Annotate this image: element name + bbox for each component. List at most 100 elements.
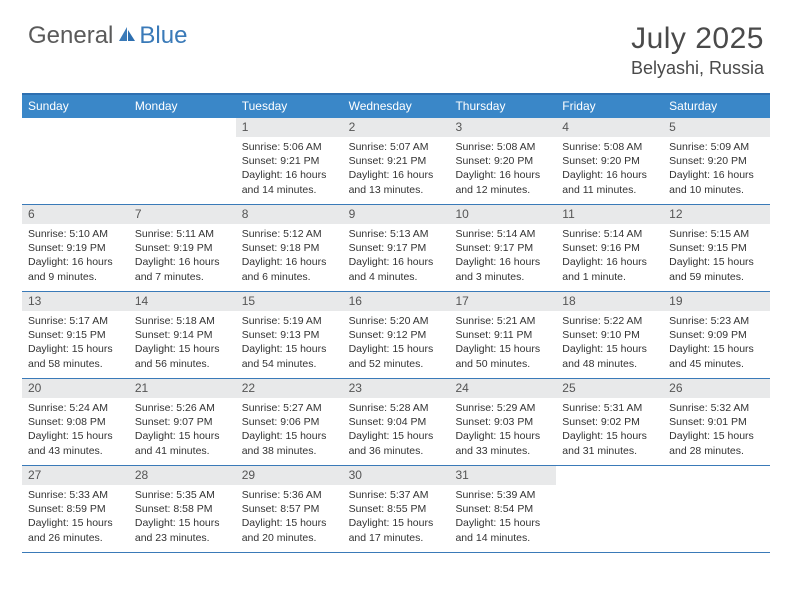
sunrise-text: Sunrise: 5:37 AM <box>349 488 444 502</box>
calendar-cell: 18Sunrise: 5:22 AMSunset: 9:10 PMDayligh… <box>556 292 663 378</box>
daylight-text: Daylight: 16 hours and 14 minutes. <box>242 168 337 196</box>
sunset-text: Sunset: 9:19 PM <box>28 241 123 255</box>
daylight-text: Daylight: 15 hours and 31 minutes. <box>562 429 657 457</box>
sunrise-text: Sunrise: 5:27 AM <box>242 401 337 415</box>
day-details: Sunrise: 5:14 AMSunset: 9:17 PMDaylight:… <box>449 224 556 288</box>
sunset-text: Sunset: 9:02 PM <box>562 415 657 429</box>
calendar-cell: 9Sunrise: 5:13 AMSunset: 9:17 PMDaylight… <box>343 205 450 291</box>
sunset-text: Sunset: 9:21 PM <box>349 154 444 168</box>
dayheader-tuesday: Tuesday <box>236 95 343 118</box>
day-details: Sunrise: 5:12 AMSunset: 9:18 PMDaylight:… <box>236 224 343 288</box>
day-details: Sunrise: 5:20 AMSunset: 9:12 PMDaylight:… <box>343 311 450 375</box>
day-number: 4 <box>556 118 663 137</box>
day-details: Sunrise: 5:28 AMSunset: 9:04 PMDaylight:… <box>343 398 450 462</box>
daylight-text: Daylight: 15 hours and 48 minutes. <box>562 342 657 370</box>
day-details: Sunrise: 5:22 AMSunset: 9:10 PMDaylight:… <box>556 311 663 375</box>
day-number: 3 <box>449 118 556 137</box>
daylight-text: Daylight: 16 hours and 11 minutes. <box>562 168 657 196</box>
day-details: Sunrise: 5:39 AMSunset: 8:54 PMDaylight:… <box>449 485 556 549</box>
daylight-text: Daylight: 15 hours and 54 minutes. <box>242 342 337 370</box>
calendar-cell: 30Sunrise: 5:37 AMSunset: 8:55 PMDayligh… <box>343 466 450 552</box>
sunset-text: Sunset: 9:01 PM <box>669 415 764 429</box>
day-number: 25 <box>556 379 663 398</box>
daylight-text: Daylight: 15 hours and 23 minutes. <box>135 516 230 544</box>
calendar-cell-empty <box>129 118 236 204</box>
sunrise-text: Sunrise: 5:39 AM <box>455 488 550 502</box>
calendar-cell: 24 Sunrise: 5:29 AMSunset: 9:03 PMDayligh… <box>449 379 556 465</box>
day-details: Sunrise: 5:14 AMSunset: 9:16 PMDaylight:… <box>556 224 663 288</box>
calendar-cell: 22Sunrise: 5:27 AMSunset: 9:06 PMDayligh… <box>236 379 343 465</box>
week-row: 27Sunrise: 5:33 AMSunset: 8:59 PMDayligh… <box>22 466 770 553</box>
sunrise-text: Sunrise: 5:21 AM <box>455 314 550 328</box>
calendar-cell: 16Sunrise: 5:20 AMSunset: 9:12 PMDayligh… <box>343 292 450 378</box>
daylight-text: Daylight: 16 hours and 6 minutes. <box>242 255 337 283</box>
sunrise-text: Sunrise: 5:14 AM <box>455 227 550 241</box>
day-number: 7 <box>129 205 236 224</box>
sunset-text: Sunset: 9:15 PM <box>669 241 764 255</box>
daylight-text: Daylight: 15 hours and 20 minutes. <box>242 516 337 544</box>
calendar-cell: 5Sunrise: 5:09 AMSunset: 9:20 PMDaylight… <box>663 118 770 204</box>
day-details: Sunrise: 5:33 AMSunset: 8:59 PMDaylight:… <box>22 485 129 549</box>
sunset-text: Sunset: 8:57 PM <box>242 502 337 516</box>
day-number: 6 <box>22 205 129 224</box>
sunset-text: Sunset: 8:54 PM <box>455 502 550 516</box>
sunrise-text: Sunrise: 5:28 AM <box>349 401 444 415</box>
sunrise-text: Sunrise: 5:07 AM <box>349 140 444 154</box>
dayheader-row: SundayMondayTuesdayWednesdayThursdayFrid… <box>22 95 770 118</box>
sunrise-text: Sunrise: 5:08 AM <box>562 140 657 154</box>
day-details: Sunrise: 5:35 AMSunset: 8:58 PMDaylight:… <box>129 485 236 549</box>
sunset-text: Sunset: 9:14 PM <box>135 328 230 342</box>
sunset-text: Sunset: 9:03 PM <box>455 415 550 429</box>
calendar-cell-empty <box>663 466 770 552</box>
calendar-cell: 11Sunrise: 5:14 AMSunset: 9:16 PMDayligh… <box>556 205 663 291</box>
sunset-text: Sunset: 9:09 PM <box>669 328 764 342</box>
dayheader-saturday: Saturday <box>663 95 770 118</box>
day-number: 18 <box>556 292 663 311</box>
brand-logo: General Blue <box>28 22 187 50</box>
dayheader-friday: Friday <box>556 95 663 118</box>
day-details: Sunrise: 5:08 AMSunset: 9:20 PMDaylight:… <box>556 137 663 201</box>
title-block: July 2025 Belyashi, Russia <box>631 22 764 79</box>
day-number: 10 <box>449 205 556 224</box>
sunset-text: Sunset: 9:20 PM <box>562 154 657 168</box>
brand-part1: General <box>28 22 113 50</box>
day-details: Sunrise: 5:06 AMSunset: 9:21 PMDaylight:… <box>236 137 343 201</box>
day-details: Sunrise: 5:13 AMSunset: 9:17 PMDaylight:… <box>343 224 450 288</box>
day-number: 31 <box>449 466 556 485</box>
week-row: 6 Sunrise: 5:10 AMSunset: 9:19 PM Daylight… <box>22 205 770 292</box>
day-details: Sunrise: 5:11 AMSunset: 9:19 PMDaylight:… <box>129 224 236 288</box>
day-number: 24 <box>449 379 556 398</box>
daylight-text: Daylight: 15 hours and 41 minutes. <box>135 429 230 457</box>
day-details: Sunrise: 5:31 AMSunset: 9:02 PMDaylight:… <box>556 398 663 462</box>
sunrise-text: Sunrise: 5:10 AM <box>28 227 123 241</box>
sunset-text: Sunset: 8:55 PM <box>349 502 444 516</box>
calendar-cell: 23Sunrise: 5:28 AMSunset: 9:04 PMDayligh… <box>343 379 450 465</box>
sunrise-text: Sunrise: 5:20 AM <box>349 314 444 328</box>
day-number: 12 <box>663 205 770 224</box>
calendar-cell: 29 Sunrise: 5:36 AMSunset: 8:57 PMDayligh… <box>236 466 343 552</box>
sunrise-text: Sunrise: 5:29 AM <box>455 401 550 415</box>
daylight-text: Daylight: 15 hours and 43 minutes. <box>28 429 123 457</box>
day-details: Sunrise: 5:17 AMSunset: 9:15 PMDaylight:… <box>22 311 129 375</box>
daylight-text: Daylight: 15 hours and 45 minutes. <box>669 342 764 370</box>
week-row: 20Sunrise: 5:24 AMSunset: 9:08 PMDayligh… <box>22 379 770 466</box>
sunrise-text: Sunrise: 5:36 AM <box>242 488 337 502</box>
daylight-text: Daylight: 16 hours and 1 minute. <box>562 255 657 283</box>
daylight-text: Daylight: 16 hours and 12 minutes. <box>455 168 550 196</box>
calendar-cell: 15Sunrise: 5:19 AMSunset: 9:13 PMDayligh… <box>236 292 343 378</box>
day-details: Sunrise: 5:37 AMSunset: 8:55 PMDaylight:… <box>343 485 450 549</box>
sunrise-text: Sunrise: 5:12 AM <box>242 227 337 241</box>
calendar-cell-empty <box>556 466 663 552</box>
sunset-text: Sunset: 9:12 PM <box>349 328 444 342</box>
sunrise-text: Sunrise: 5:26 AM <box>135 401 230 415</box>
brand-part2: Blue <box>139 22 187 50</box>
calendar-cell: 6Sunrise: 5:10 AMSunset: 9:19 PMDaylight… <box>22 205 129 291</box>
calendar-cell: 19Sunrise: 5:23 AMSunset: 9:09 PMDayligh… <box>663 292 770 378</box>
day-number: 29 <box>236 466 343 485</box>
calendar-cell: 20Sunrise: 5:24 AMSunset: 9:08 PMDayligh… <box>22 379 129 465</box>
daylight-text: Daylight: 15 hours and 59 minutes. <box>669 255 764 283</box>
day-number: 28 <box>129 466 236 485</box>
calendar-cell: 12Sunrise: 5:15 AMSunset: 9:15 PMDayligh… <box>663 205 770 291</box>
day-number: 9 <box>343 205 450 224</box>
daylight-text: Daylight: 15 hours and 33 minutes. <box>455 429 550 457</box>
